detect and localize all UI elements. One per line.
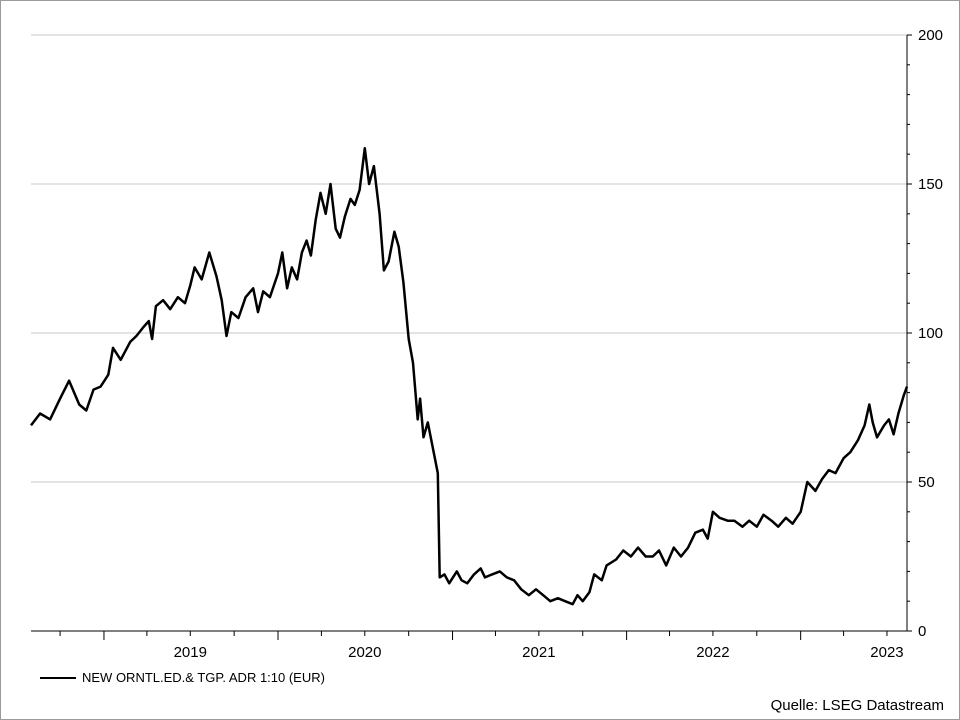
y-tick-label: 50 [918,474,935,491]
y-tick-label: 0 [918,623,926,640]
x-tick-label: 2020 [348,644,381,661]
y-tick-label: 200 [918,27,943,44]
legend: NEW ORNTL.ED.& TGP. ADR 1:10 (EUR) [40,670,325,685]
series-line [30,146,909,606]
x-tick-label: 2021 [522,644,555,661]
x-tick-label: 2023 [870,644,903,661]
series-group [30,146,909,606]
x-tick-label: 2022 [696,644,729,661]
y-axis-ticks: 0 50 100 150 200 [907,27,943,640]
x-axis-ticks: 2019 2020 2021 2022 2023 [59,631,904,661]
y-tick-label: 100 [918,325,943,342]
x-tick-label: 2019 [174,644,207,661]
y-tick-label: 150 [918,176,943,193]
legend-label: NEW ORNTL.ED.& TGP. ADR 1:10 (EUR) [82,670,325,685]
gridlines [31,34,907,483]
source-credit: Quelle: LSEG Datastream [770,697,944,714]
legend-swatch [40,676,76,679]
